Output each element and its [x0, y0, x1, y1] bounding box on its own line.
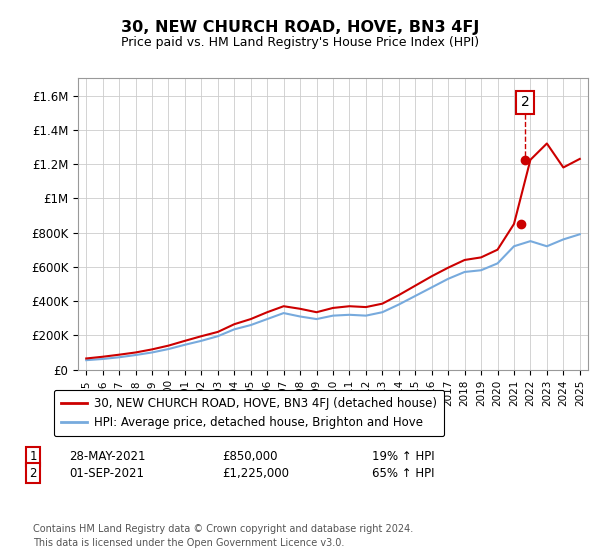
Text: Price paid vs. HM Land Registry's House Price Index (HPI): Price paid vs. HM Land Registry's House …	[121, 36, 479, 49]
Text: 19% ↑ HPI: 19% ↑ HPI	[372, 450, 434, 463]
Text: £1,225,000: £1,225,000	[222, 466, 289, 480]
Text: 2: 2	[521, 95, 529, 109]
Text: 1: 1	[29, 450, 37, 463]
Text: £850,000: £850,000	[222, 450, 277, 463]
Legend: 30, NEW CHURCH ROAD, HOVE, BN3 4FJ (detached house), HPI: Average price, detache: 30, NEW CHURCH ROAD, HOVE, BN3 4FJ (deta…	[54, 390, 444, 436]
Text: 28-MAY-2021: 28-MAY-2021	[69, 450, 146, 463]
Text: 01-SEP-2021: 01-SEP-2021	[69, 466, 144, 480]
Text: 30, NEW CHURCH ROAD, HOVE, BN3 4FJ: 30, NEW CHURCH ROAD, HOVE, BN3 4FJ	[121, 20, 479, 35]
Text: Contains HM Land Registry data © Crown copyright and database right 2024.
This d: Contains HM Land Registry data © Crown c…	[33, 525, 413, 548]
Text: 65% ↑ HPI: 65% ↑ HPI	[372, 466, 434, 480]
Text: 2: 2	[29, 466, 37, 480]
